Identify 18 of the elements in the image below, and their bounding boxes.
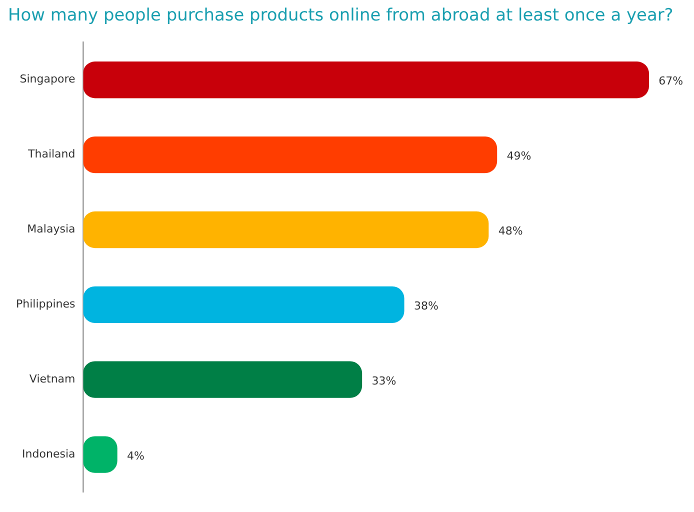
bar: [83, 286, 404, 323]
data-label: 4%: [127, 449, 144, 462]
bar: [83, 62, 650, 98]
bar: [83, 136, 498, 174]
data-label: 33%: [372, 374, 396, 388]
data-label: 49%: [506, 150, 532, 163]
bar: [83, 211, 489, 248]
y-tick-label: Indonesia: [22, 447, 76, 460]
y-tick-label: Malaysia: [27, 222, 76, 236]
y-tick-label: Thailand: [27, 148, 76, 161]
bar: [83, 361, 362, 398]
y-tick-label: Singapore: [20, 72, 76, 86]
data-label: 38%: [414, 300, 438, 313]
data-label: 48%: [498, 224, 523, 238]
chart-title: How many people purchase products online from abroad at least once a year?: [8, 6, 674, 26]
data-label: 67%: [658, 74, 684, 88]
y-tick-label: Philippines: [16, 298, 76, 311]
y-tick-label: Vietnam: [29, 372, 76, 386]
